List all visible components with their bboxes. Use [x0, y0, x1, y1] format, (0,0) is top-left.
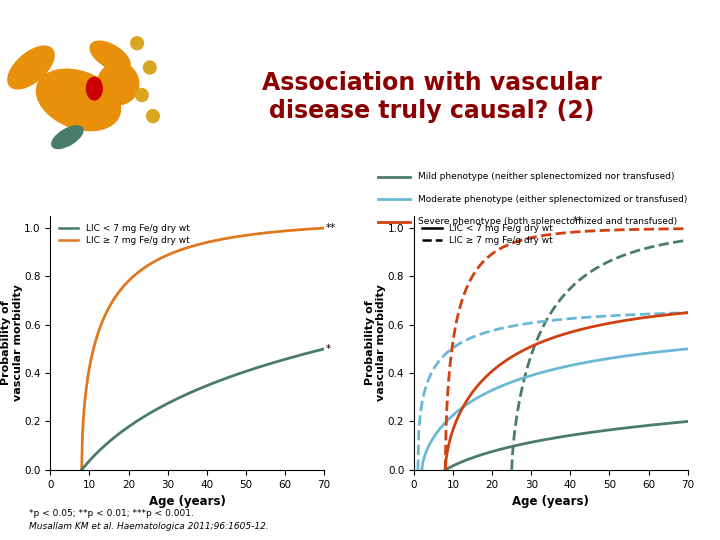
Ellipse shape — [90, 41, 130, 71]
Circle shape — [131, 37, 143, 50]
Ellipse shape — [37, 69, 120, 131]
Text: Moderate phenotype (either splenectomized or transfused): Moderate phenotype (either splenectomize… — [418, 195, 687, 204]
Circle shape — [147, 110, 159, 123]
Text: Musallam KM et al. Haematologica 2011;96:1605-12.: Musallam KM et al. Haematologica 2011;96… — [29, 522, 269, 531]
Text: **: ** — [326, 223, 336, 233]
X-axis label: Age (years): Age (years) — [149, 495, 225, 508]
Legend: LIC < 7 mg Fe/g dry wt, LIC ≥ 7 mg Fe/g dry wt: LIC < 7 mg Fe/g dry wt, LIC ≥ 7 mg Fe/g … — [55, 220, 193, 248]
Ellipse shape — [86, 77, 102, 100]
X-axis label: Age (years): Age (years) — [513, 495, 589, 508]
Circle shape — [97, 63, 139, 105]
Y-axis label: Probability of
vascular morbidity: Probability of vascular morbidity — [365, 285, 387, 401]
Text: Severe phenotype (both splenectomized and transfused): Severe phenotype (both splenectomized an… — [418, 218, 677, 226]
Text: **: ** — [573, 215, 583, 226]
Text: Association with vascular
disease truly causal? (2): Association with vascular disease truly … — [262, 71, 602, 123]
Circle shape — [143, 61, 156, 74]
Ellipse shape — [52, 126, 83, 148]
Legend: LIC < 7 mg Fe/g dry wt, LIC ≥ 7 mg Fe/g dry wt: LIC < 7 mg Fe/g dry wt, LIC ≥ 7 mg Fe/g … — [418, 220, 557, 248]
Ellipse shape — [8, 46, 54, 89]
Circle shape — [135, 89, 148, 102]
Text: *: * — [326, 344, 331, 354]
Y-axis label: Probability of
vascular morbidity: Probability of vascular morbidity — [1, 285, 23, 401]
Text: Mild phenotype (neither splenectomized nor transfused): Mild phenotype (neither splenectomized n… — [418, 172, 674, 181]
Text: *p < 0.05; **p < 0.01; ***p < 0.001.: *p < 0.05; **p < 0.01; ***p < 0.001. — [29, 509, 194, 518]
